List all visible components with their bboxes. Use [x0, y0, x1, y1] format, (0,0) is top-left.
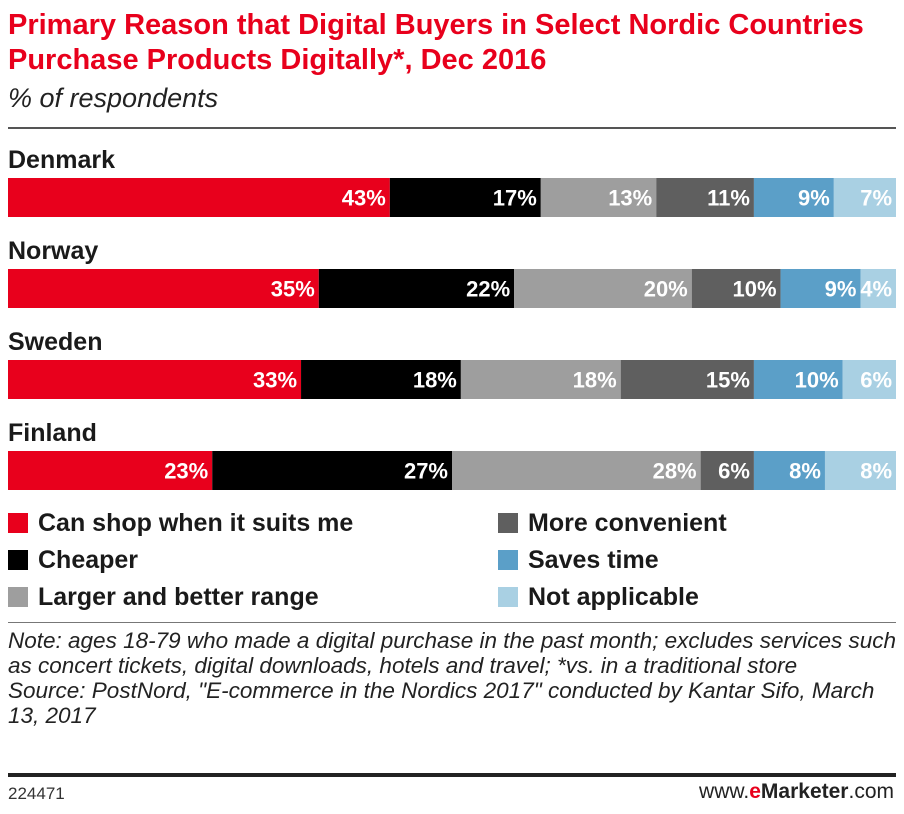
category-label: Norway — [8, 237, 98, 265]
legend-swatch — [8, 550, 28, 570]
data-label: 28% — [653, 459, 697, 484]
data-label: 10% — [733, 277, 777, 302]
bar-segment — [301, 360, 461, 399]
data-label: 35% — [271, 277, 315, 302]
data-label: 13% — [608, 186, 652, 211]
legend-item-saves-time: Saves time — [498, 545, 659, 575]
bar-segment — [753, 360, 843, 399]
data-label: 8% — [789, 459, 821, 484]
bar-segment — [860, 269, 896, 308]
chart-title: Primary Reason that Digital Buyers in Se… — [8, 9, 864, 76]
bottom-divider — [8, 773, 896, 777]
category-label: Finland — [8, 419, 97, 447]
bar-segment — [8, 451, 213, 490]
legend-label: More convenient — [528, 508, 727, 537]
data-label: 4% — [860, 277, 892, 302]
bar-segment — [620, 360, 754, 399]
data-label: 18% — [413, 368, 457, 393]
bar-segment — [824, 451, 896, 490]
bar-segment — [8, 178, 390, 217]
data-label: 8% — [860, 459, 892, 484]
data-label: 43% — [342, 186, 386, 211]
notes: Note: ages 18-79 who made a digital purc… — [8, 628, 896, 728]
legend-label: Saves time — [528, 545, 659, 574]
data-label: 27% — [404, 459, 448, 484]
chart-id: 224471 — [8, 784, 65, 803]
bar-segment — [842, 360, 896, 399]
brand-logo: www.eMarketer.com — [699, 780, 894, 804]
bar-segment — [8, 269, 319, 308]
legend-item-cheaper: Cheaper — [8, 545, 138, 575]
data-label: 11% — [707, 186, 750, 211]
brand-prefix: www. — [699, 780, 750, 803]
legend-swatch — [8, 587, 28, 607]
bar-segment — [691, 269, 781, 308]
legend-swatch — [498, 513, 518, 533]
legend-swatch — [498, 550, 518, 570]
bar-segment — [540, 178, 657, 217]
data-label: 7% — [860, 186, 892, 211]
note-text: Note: ages 18-79 who made a digital purc… — [8, 628, 897, 678]
legend-item-not-applicable: Not applicable — [498, 582, 699, 612]
bar-segment — [780, 269, 861, 308]
legend-item-more-convenient: More convenient — [498, 508, 727, 538]
bar-segment — [656, 178, 754, 217]
brand-main: Marketer — [760, 780, 849, 803]
brand-suffix: .com — [848, 780, 894, 803]
bar-segment — [833, 178, 896, 217]
data-label: 22% — [466, 277, 510, 302]
chart-subtitle: % of respondents — [8, 83, 219, 113]
data-label: 23% — [164, 459, 208, 484]
data-label: 18% — [573, 368, 617, 393]
data-label: 20% — [644, 277, 688, 302]
data-label: 33% — [253, 368, 297, 393]
data-label: 6% — [718, 459, 750, 484]
stacked-bar-chart: Denmark 43% 17% 13% 11% 9% 7% Norway 35% 22% 20% 10… — [8, 140, 896, 505]
legend-item-larger-range: Larger and better range — [8, 582, 319, 612]
legend-label: Larger and better range — [38, 582, 319, 611]
bar-segment — [753, 451, 825, 490]
notes-divider — [8, 622, 896, 623]
bar-segment — [700, 451, 754, 490]
legend-item-can-shop: Can shop when it suits me — [8, 508, 353, 538]
top-divider — [8, 127, 896, 129]
bar-segment — [212, 451, 452, 490]
data-label: 6% — [860, 368, 892, 393]
legend-label: Not applicable — [528, 582, 699, 611]
legend-swatch — [498, 587, 518, 607]
category-label: Denmark — [8, 146, 115, 174]
chart-svg: Denmark 43% 17% 13% 11% 9% 7% Norway 35% 22% 20% 10… — [8, 146, 896, 490]
bar-segment — [460, 360, 621, 399]
data-label: 10% — [795, 368, 839, 393]
bar-segment — [452, 451, 701, 490]
source-text: Source: PostNord, "E-commerce in the Nor… — [8, 678, 875, 728]
category-label: Sweden — [8, 328, 102, 356]
brand-e: e — [749, 780, 761, 803]
bar-segment — [753, 178, 834, 217]
data-label: 9% — [798, 186, 830, 211]
legend-swatch — [8, 513, 28, 533]
legend-label: Cheaper — [38, 545, 139, 574]
legend-label: Can shop when it suits me — [38, 508, 354, 537]
data-label: 9% — [825, 277, 857, 302]
bar-segment — [8, 360, 302, 399]
data-label: 17% — [493, 186, 537, 211]
bar-segment — [389, 178, 541, 217]
bar-segment — [318, 269, 515, 308]
legend: Can shop when it suits me Cheaper Larger… — [8, 508, 896, 618]
data-label: 15% — [706, 368, 750, 393]
bar-segment — [514, 269, 692, 308]
